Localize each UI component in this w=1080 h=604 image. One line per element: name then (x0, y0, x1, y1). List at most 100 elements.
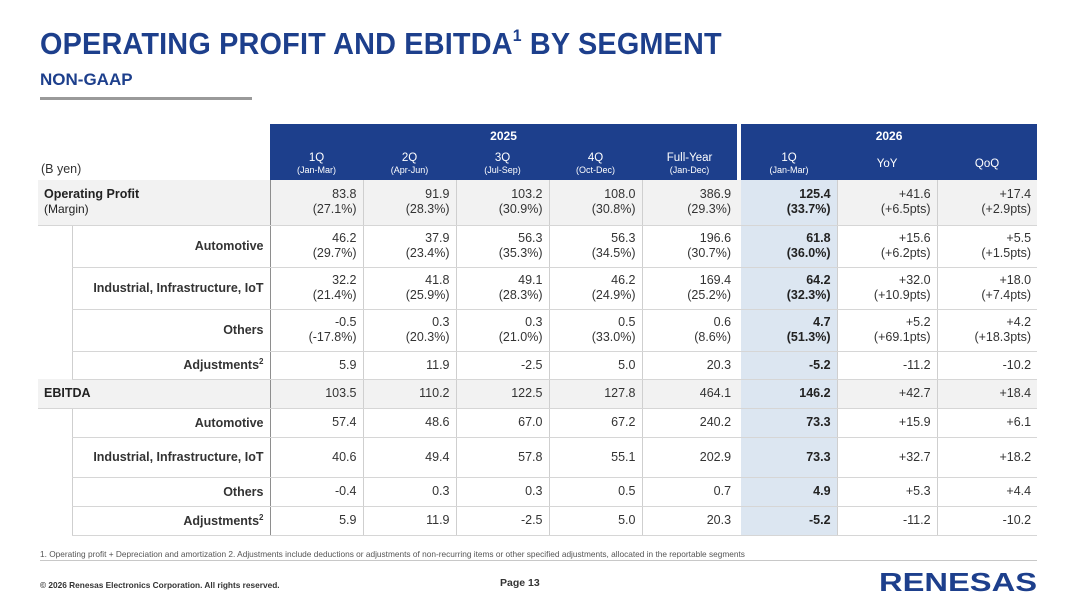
cell-value: 32.2 (332, 273, 357, 287)
table-row: EBITDA 103.5 110.2 122.5 127.8 464.1 146.2 +42.… (38, 379, 1038, 409)
table-row: Industrial, Infrastructure, IoT 40.6 49.4 5… (38, 437, 1038, 478)
cell-value: +42.7 (898, 386, 931, 400)
table-cell: 49.4 (362, 437, 456, 478)
cell-value: 11.9 (426, 513, 450, 527)
table-cell: 20.3 (641, 351, 738, 380)
cell-value: 0.3 (525, 315, 543, 329)
page-number: Page 13 (500, 577, 540, 589)
table-cell: +18.2 (936, 437, 1038, 478)
cell-margin: (33.7%) (786, 202, 831, 217)
cell-value: 0.3 (525, 484, 543, 498)
table-cell: -2.5 (455, 506, 549, 536)
table-cell: 32.2 (21.4%) (269, 267, 363, 310)
table-cell: +41.6 (+6.5pts) (836, 180, 938, 226)
row-indent (38, 437, 72, 477)
table-cell: 64.2 (32.3%) (741, 267, 838, 310)
column-header-period: (Apr-Jun) (390, 164, 429, 175)
table-cell: 0.3 (455, 477, 549, 507)
table-cell: 196.6 (30.7%) (641, 225, 738, 268)
cell-margin: (34.5%) (591, 246, 636, 260)
table-cell: +15.6 (+6.2pts) (836, 225, 938, 268)
table-row: Operating Profit (Margin) 83.8 (27.1%) 91.9(… (38, 180, 1038, 226)
column-header: 3Q (Jul-Sep) (456, 147, 549, 180)
cell-margin: (+18.3pts) (974, 330, 1032, 344)
cell-value: 0.7 (713, 484, 732, 498)
cell-margin: (+6.2pts) (880, 246, 931, 260)
cell-value: 127.8 (604, 386, 636, 400)
column-header-label: QoQ (974, 157, 1000, 170)
row-label-text: Adjustments (183, 358, 260, 373)
table-cell: -0.5 (-17.8%) (269, 309, 363, 352)
column-header-label: 4Q (587, 151, 604, 164)
cell-value: 0.5 (618, 484, 636, 498)
row-label-note: (Margin) (44, 202, 89, 217)
cell-margin: (24.9%) (591, 288, 636, 302)
table-cell: 4.7 (51.3%) (741, 309, 838, 352)
table-cell: +5.5 (+1.5pts) (936, 225, 1038, 268)
cell-value: 5.9 (339, 357, 357, 372)
cell-value: 40.6 (332, 449, 357, 464)
cell-value: +6.1 (1006, 415, 1032, 429)
cell-value: 146.2 (799, 386, 831, 400)
cell-value: 103.2 (511, 187, 543, 202)
column-header-label: Full-Year (666, 151, 713, 164)
title-footnote-mark: 1 (512, 26, 522, 45)
svg-text:RENESAS: RENESAS (879, 568, 1037, 596)
table-cell: -2.5 (455, 351, 549, 380)
table-cell: 67.2 (548, 408, 642, 438)
column-header: 1Q (Jan-Mar) (741, 147, 838, 180)
table-cell: +32.0 (+10.9pts) (836, 267, 938, 310)
table-cell: 57.8 (455, 437, 549, 478)
column-header-label: 1Q (308, 151, 325, 164)
cell-value: 49.4 (425, 449, 450, 464)
row-label: Automotive (71, 408, 270, 438)
year-2026-header: 2026 (741, 124, 1038, 147)
table-cell: +4.4 (936, 477, 1038, 507)
table-cell: 91.9 (28.3%) (362, 180, 456, 226)
table-cell: 46.2 (29.7%) (269, 225, 363, 268)
table-cell: 73.3 (741, 408, 838, 438)
column-header-period: (Jul-Sep) (484, 164, 521, 175)
cell-value: 48.6 (425, 415, 450, 429)
cell-value: 56.3 (518, 231, 543, 245)
cell-margin: (33.0%) (591, 330, 636, 344)
cell-value: -2.5 (520, 513, 543, 527)
table-cell: +4.2 (+18.3pts) (936, 309, 1038, 352)
cell-value: 0.3 (432, 484, 450, 498)
column-header: YoY (837, 147, 938, 180)
cell-margin: (29.3%) (687, 202, 732, 217)
cell-value: +15.9 (898, 415, 931, 429)
cell-value: 125.4 (799, 187, 831, 202)
row-indent (38, 408, 72, 437)
cell-value: +5.5 (1006, 231, 1032, 245)
cell-value: 240.2 (699, 415, 732, 429)
table-cell: 0.6 (8.6%) (641, 309, 738, 352)
table-cell: 240.2 (641, 408, 738, 438)
cell-value: 5.9 (339, 513, 357, 527)
row-label-text: EBITDA (44, 386, 91, 400)
title-underline (40, 97, 252, 100)
cell-value: 57.4 (332, 415, 357, 429)
cell-value: -10.2 (1002, 357, 1032, 372)
header-gap (737, 147, 742, 180)
table-cell: 103.2 (30.9%) (455, 180, 549, 226)
cell-margin: (29.7%) (312, 246, 357, 260)
cell-value: 103.5 (325, 386, 357, 400)
row-label: Industrial, Infrastructure, IoT (71, 437, 270, 478)
cell-value: 5.0 (618, 513, 636, 527)
row-label: Industrial, Infrastructure, IoT (71, 267, 270, 310)
cell-value: +4.2 (1006, 315, 1032, 329)
cell-value: 64.2 (806, 273, 831, 287)
cell-margin: (25.2%) (687, 288, 732, 302)
cell-value: 41.8 (425, 273, 450, 287)
table-cell: 110.2 (362, 379, 456, 409)
table-cell: +18.4 (936, 379, 1038, 409)
table-cell: -5.2 (741, 506, 838, 536)
row-gap (737, 506, 742, 536)
cell-value: 67.0 (518, 415, 543, 429)
cell-value: 56.3 (611, 231, 636, 245)
cell-margin: (51.3%) (786, 330, 831, 344)
cell-margin: (20.3%) (405, 330, 450, 344)
table-cell: 146.2 (741, 379, 838, 409)
table-cell: 5.0 (548, 351, 642, 380)
